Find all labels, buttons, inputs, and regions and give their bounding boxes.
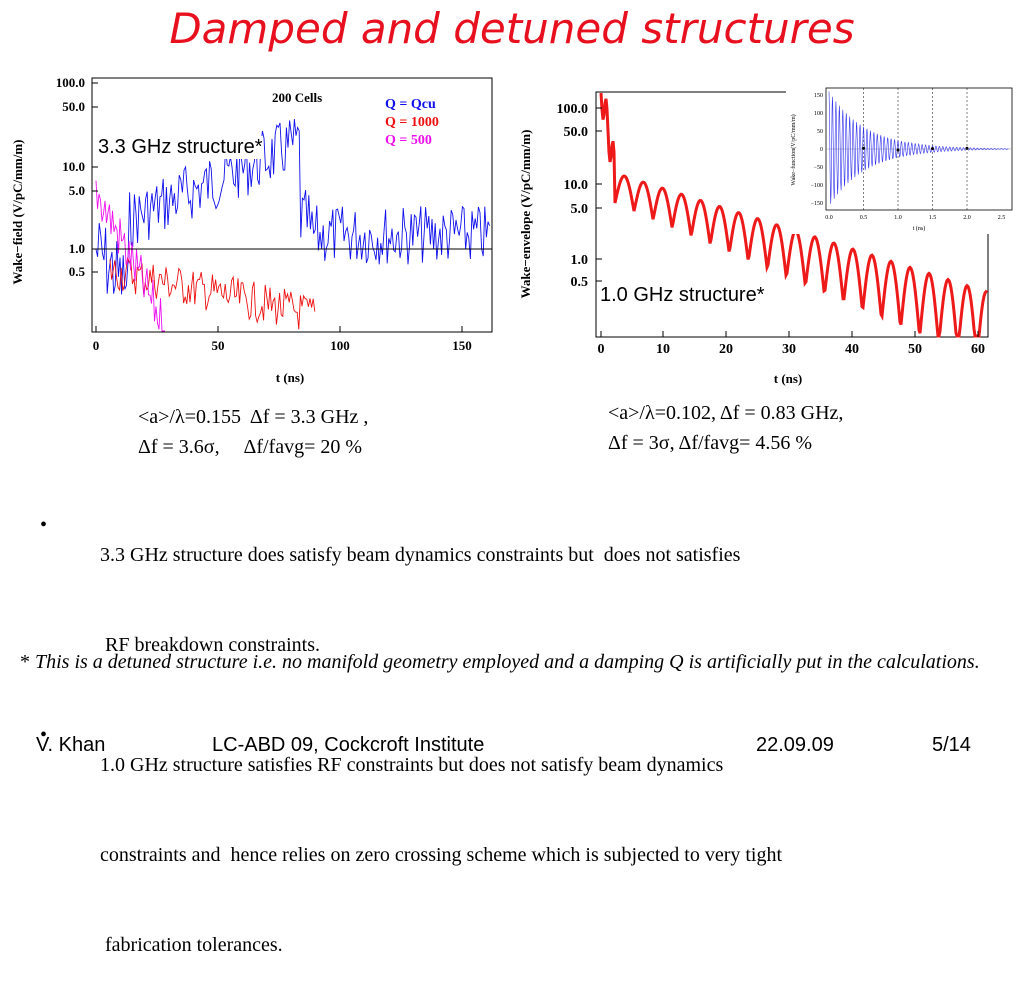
inset-y-tick-label: 150 [814, 93, 823, 99]
left-x-ticks: 0 50 100 150 [93, 326, 472, 353]
right-y-ticks: 100.0 50.0 10.0 5.0 1.0 0.5 [557, 102, 602, 290]
left-caption-line1: <a>/λ=0.155 Δf = 3.3 GHz , [138, 406, 369, 428]
right-y-tick-label: 100.0 [557, 102, 589, 117]
footnote-star: * [20, 651, 30, 673]
left-y-tick-label: 1.0 [69, 241, 85, 256]
inset-marker [896, 148, 900, 152]
bullet-1-marker: • [40, 514, 48, 536]
right-x-tick-label: 20 [719, 342, 733, 357]
inset-y-tick-label: 100 [814, 111, 823, 117]
inset-wakefunction-plot: 150 100 50 0 −50 −100 −150 0.0 0.5 1.0 1.5 2.0 2.5 … [786, 84, 1018, 234]
inset-y-axis-label: Wake−function(V/pC/mm/m) [790, 114, 797, 185]
bullet-2-line1: 1.0 GHz structure satisfies RF constrain… [100, 754, 724, 776]
bullet-2-cont: constraints and hence relies on zero cro… [40, 810, 1000, 900]
right-x-tick-label: 30 [782, 342, 796, 357]
inset-x-tick-label: 1.5 [929, 215, 937, 221]
footer-author: V. Khan [36, 734, 106, 756]
inset-marker [965, 146, 969, 150]
bullet-2-cont2: fabrication tolerances. [40, 900, 1000, 990]
slide-title: Damped and detuned structures [169, 4, 855, 53]
inset-x-tick-label: 2.5 [998, 215, 1006, 221]
legend-q1000: Q = 1000 [385, 115, 439, 130]
inset-x-tick-label: 2.0 [963, 215, 971, 221]
left-plot-frame [91, 77, 493, 333]
footer-event: LC-ABD 09, Cockcroft Institute [212, 734, 485, 756]
inset-y-tick-label: −100 [811, 183, 823, 189]
footer-page: 5/14 [932, 734, 971, 756]
inset-y-ticks: 150 100 50 0 −50 −100 −150 [811, 93, 823, 207]
left-x-axis-label: t (ns) [276, 370, 305, 385]
inset-markers [862, 146, 969, 152]
cells-label: 200 Cells [272, 90, 322, 105]
left-series-q1000 [109, 257, 316, 330]
right-x-ticks: 0 10 20 30 40 50 60 [598, 331, 985, 357]
bullet-2-line3: fabrication tolerances. [100, 934, 283, 956]
inset-wake-series [828, 91, 1009, 204]
right-x-tick-label: 50 [908, 342, 922, 357]
inset-x-tick-label: 0.5 [860, 215, 868, 221]
inset-y-tick-label: 0 [820, 147, 823, 153]
right-x-tick-label: 60 [971, 342, 985, 357]
inset-y-tick-label: 50 [817, 129, 823, 135]
bullet-1-line1: 3.3 GHz structure does satisfy beam dyna… [100, 544, 741, 566]
legend-qcu: Q = Qcu [385, 97, 436, 112]
bullet-2-marker: • [40, 724, 48, 746]
left-x-tick-label: 0 [93, 338, 100, 353]
right-y-tick-label: 0.5 [571, 275, 589, 290]
bullet-1-cont: RF breakdown constraints. [40, 600, 1000, 690]
bullet-1: • 3.3 GHz structure does satisfy beam dy… [40, 480, 1000, 600]
left-caption-line2: Δf = 3.6σ, Δf/favg= 20 % [138, 436, 363, 458]
left-series-q500 [95, 180, 165, 332]
footnote-text: This is a detuned structure i.e. no mani… [35, 651, 980, 673]
left-plot-annotation: 3.3 GHz structure* [98, 136, 263, 159]
right-plot-annotation: 1.0 GHz structure* [600, 284, 765, 307]
bullet-list: • 3.3 GHz structure does satisfy beam dy… [40, 480, 1000, 990]
left-y-ticks: 100.0 50.0 10.0 5.0 1.0 0.5 [56, 75, 98, 279]
right-x-axis-label: t (ns) [774, 371, 803, 386]
inset-x-axis-label: t (ns) [913, 225, 926, 232]
bullet-2-line2: constraints and hence relies on zero cro… [100, 844, 783, 866]
left-series-qcu [95, 118, 491, 295]
right-x-tick-label: 40 [845, 342, 859, 357]
inset-marker [931, 147, 934, 151]
right-caption-line1: <a>/λ=0.102, Δf = 0.83 GHz, [608, 402, 844, 424]
left-x-tick-label: 100 [330, 338, 350, 353]
inset-y-tick-label: −50 [814, 165, 823, 171]
inset-x-tick-label: 0.0 [825, 215, 833, 221]
footnote: * This is a detuned structure i.e. no ma… [20, 648, 1020, 677]
left-x-tick-label: 150 [452, 338, 472, 353]
right-x-tick-label: 10 [656, 342, 670, 357]
legend-q500: Q = 500 [385, 133, 432, 148]
left-y-tick-label: 50.0 [62, 99, 85, 114]
bullet-2: • 1.0 GHz structure satisfies RF constra… [40, 690, 1000, 810]
right-y-tick-label: 50.0 [564, 125, 589, 140]
left-y-tick-label: 10.0 [62, 159, 85, 174]
inset-y-tick-label: −150 [811, 201, 823, 207]
left-y-tick-label: 100.0 [56, 75, 85, 90]
bullet-1-line2: RF breakdown constraints. [100, 634, 320, 656]
inset-x-ticks: 0.0 0.5 1.0 1.5 2.0 2.5 [825, 215, 1005, 221]
left-y-axis-label: Wake−field (V/pC/mm/m) [10, 140, 25, 285]
right-caption-line2: Δf = 3σ, Δf/favg= 4.56 % [608, 432, 813, 454]
left-plot-series [95, 118, 491, 332]
left-x-tick-label: 50 [212, 338, 225, 353]
right-x-tick-label: 0 [598, 342, 605, 357]
inset-marker [862, 146, 865, 150]
right-y-tick-label: 1.0 [571, 253, 589, 268]
left-plot-svg: 100.0 50.0 10.0 5.0 1.0 0.5 0 50 100 150 200 Cel… [10, 75, 493, 385]
left-y-tick-label: 5.0 [69, 183, 85, 198]
footer-date: 22.09.09 [756, 734, 834, 756]
right-y-tick-label: 10.0 [564, 178, 589, 193]
inset-x-tick-label: 1.0 [894, 215, 902, 221]
left-wakefield-plot: 100.0 50.0 10.0 5.0 1.0 0.5 0 50 100 150 200 Cel… [0, 70, 500, 400]
right-y-tick-label: 5.0 [571, 202, 589, 217]
right-y-axis-label: Wake−envelope (V/pC/mm/m) [518, 130, 533, 299]
left-y-tick-label: 0.5 [69, 264, 86, 279]
